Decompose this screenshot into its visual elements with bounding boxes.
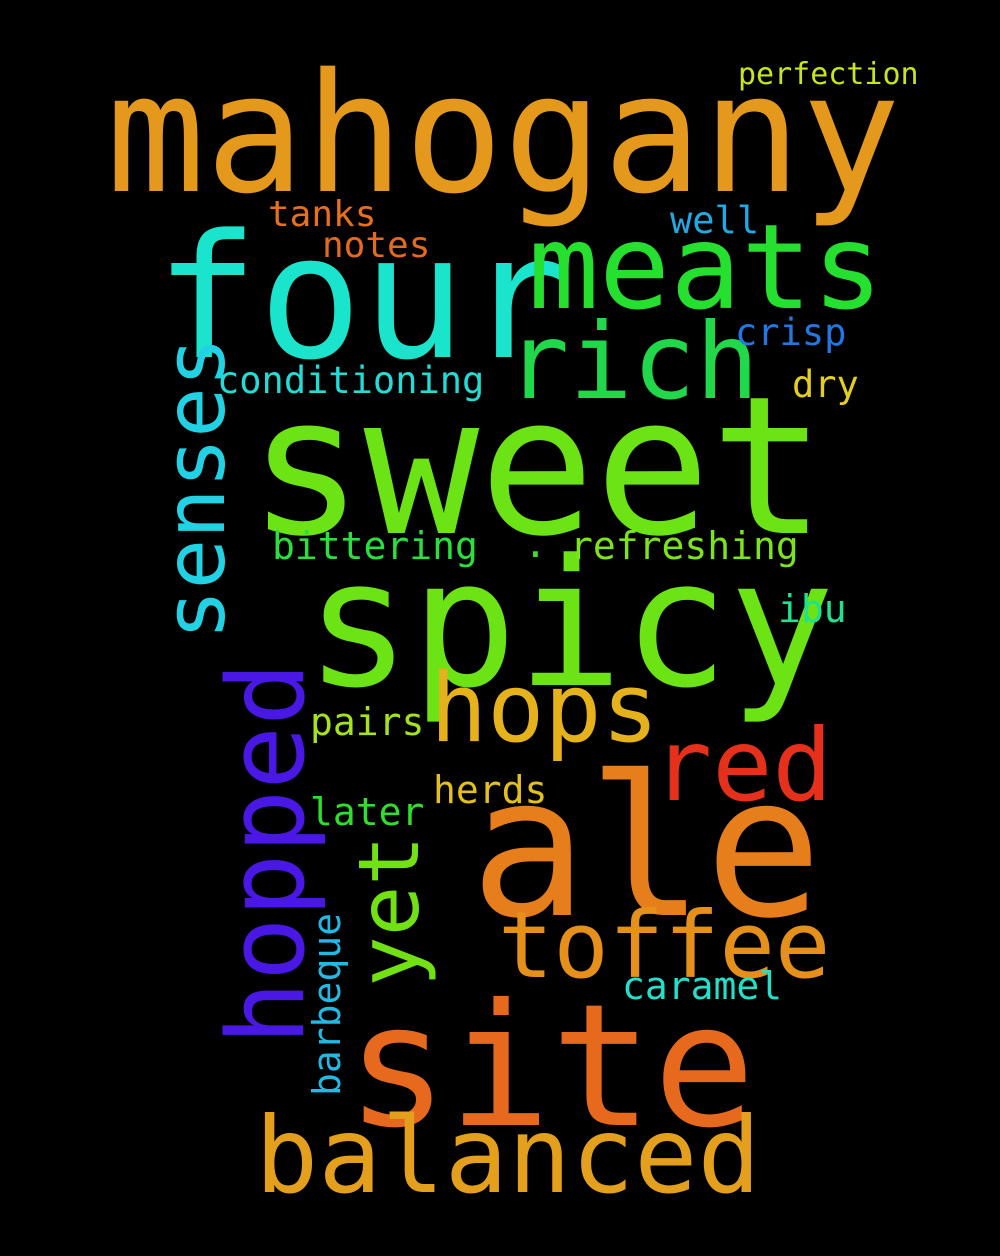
word-ibu: ibu <box>778 587 847 631</box>
word-pairs: pairs <box>310 700 425 744</box>
word-perfection: perfection <box>738 57 919 92</box>
word-hops: hops <box>430 654 659 764</box>
word-barbeque: barbeque <box>305 912 349 1096</box>
word-ale: ale <box>470 734 823 961</box>
word-sweet: sweet <box>248 356 826 579</box>
word-dot: . <box>524 522 547 566</box>
word-toffee: toffee <box>498 892 831 999</box>
word-later: later <box>310 790 425 834</box>
word-conditioning: conditioning <box>217 359 485 402</box>
word-herds: herds <box>433 768 548 812</box>
word-four: four <box>155 197 570 398</box>
word-bittering: bittering <box>272 524 478 568</box>
word-caramel: caramel <box>622 964 783 1008</box>
word-red: red <box>652 707 833 824</box>
word-well: well <box>670 199 760 242</box>
word-notes: notes <box>322 225 431 266</box>
word-dry: dry <box>792 363 859 406</box>
word-mahogany: mahogany <box>106 38 901 230</box>
word-yet: yet <box>340 835 438 987</box>
word-tanks: tanks <box>268 194 377 235</box>
word-crisp: crisp <box>735 311 847 354</box>
word-hopped: hopped <box>205 662 328 1045</box>
word-meats: meats <box>528 198 884 336</box>
word-balanced: balanced <box>255 1095 761 1217</box>
word-spicy: spicy <box>305 522 835 727</box>
word-site: site <box>346 968 756 1166</box>
word-rich: rich <box>506 301 759 423</box>
word-refreshing: refreshing <box>570 524 799 568</box>
word-senses: senses <box>146 336 244 640</box>
